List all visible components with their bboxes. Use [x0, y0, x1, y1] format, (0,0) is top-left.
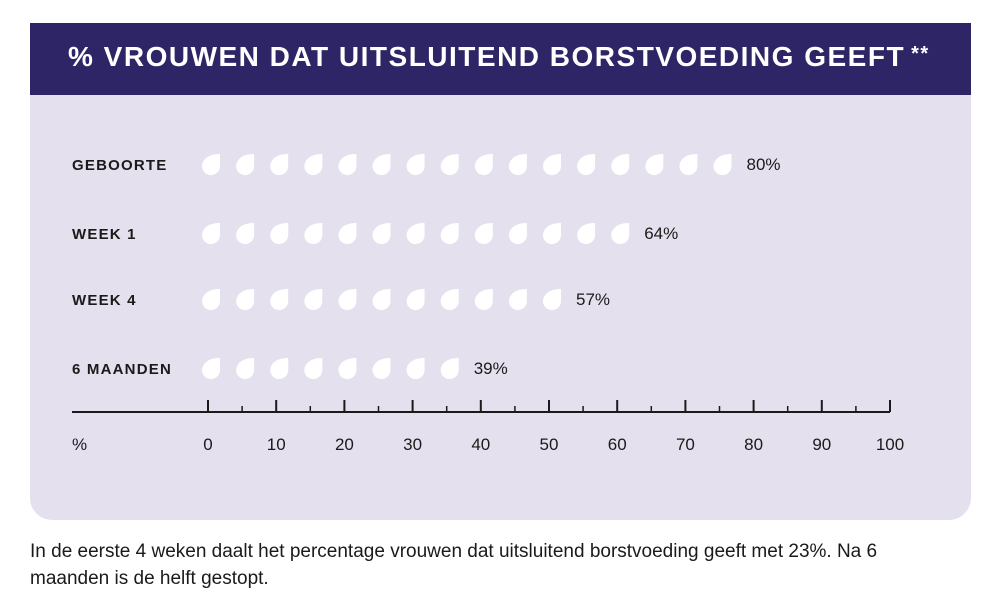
drop-icon [338, 358, 357, 380]
drop-icon [474, 223, 493, 245]
drop-icon [372, 154, 391, 176]
drop-icon [406, 358, 425, 380]
drop-icon [508, 289, 527, 311]
drop-icon [270, 223, 289, 245]
drop-icon [270, 289, 289, 311]
drop-icon [406, 154, 425, 176]
drop-icon [236, 223, 255, 245]
value-label: 64% [644, 224, 678, 243]
x-tick-label: 40 [471, 435, 490, 454]
value-label: 39% [474, 359, 508, 378]
drop-icon [713, 154, 732, 176]
drop-icon [236, 358, 255, 380]
category-label: 6 MAANDEN [72, 361, 172, 378]
drop-icon [270, 154, 289, 176]
drop-icon [508, 223, 527, 245]
category-label: GEBOORTE [72, 157, 167, 174]
drop-icon [611, 154, 630, 176]
value-label: 80% [747, 155, 781, 174]
drop-icon [338, 154, 357, 176]
drop-icon [372, 223, 391, 245]
value-label: 57% [576, 290, 610, 309]
drop-icon [543, 223, 562, 245]
drop-icon [338, 289, 357, 311]
drop-icon [508, 154, 527, 176]
drop-icon [543, 289, 562, 311]
category-label: WEEK 1 [72, 226, 137, 243]
drop-icon [440, 223, 459, 245]
drop-icon [202, 358, 221, 380]
drop-icon [406, 223, 425, 245]
drop-icon [202, 289, 221, 311]
x-tick-label: 20 [335, 435, 354, 454]
chart-panel: % VROUWEN DAT UITSLUITEND BORSTVOEDING G… [30, 23, 971, 520]
drop-icon [202, 154, 221, 176]
drop-icon [679, 154, 698, 176]
drop-icon [440, 289, 459, 311]
x-tick-label: 80 [744, 435, 763, 454]
drop-icon [236, 289, 255, 311]
drop-icon [577, 223, 596, 245]
x-tick-label: 60 [608, 435, 627, 454]
drop-icon [236, 154, 255, 176]
drop-icon [440, 154, 459, 176]
x-tick-label: 30 [403, 435, 422, 454]
drop-icon [440, 358, 459, 380]
x-tick-label: 50 [540, 435, 559, 454]
drop-chart: GEBOORTE 80% WEEK 1 64% WEEK 4 57% 6 MAANDEN 39… [72, 154, 904, 454]
drop-icon [543, 154, 562, 176]
chart-caption: In de eerste 4 weken daalt het percentag… [30, 541, 878, 589]
drop-icon [474, 289, 493, 311]
x-tick-label: 90 [812, 435, 831, 454]
x-tick-label: 100 [876, 435, 904, 454]
x-tick-label: 70 [676, 435, 695, 454]
drop-icon [577, 154, 596, 176]
drop-icon [304, 358, 323, 380]
drop-icon [304, 289, 323, 311]
drop-icon [202, 223, 221, 245]
drop-icon [372, 289, 391, 311]
drop-icon [474, 154, 493, 176]
title-footnote-marker: ** [911, 43, 930, 65]
drop-icon [304, 223, 323, 245]
drop-icon [372, 358, 391, 380]
drop-icon [338, 223, 357, 245]
x-tick-label: 0 [203, 435, 212, 454]
x-axis-label: % [72, 435, 87, 454]
chart-title: % VROUWEN DAT UITSLUITEND BORSTVOEDING G… [68, 41, 930, 72]
drop-icon [645, 154, 664, 176]
x-tick-label: 10 [267, 435, 286, 454]
drop-icon [611, 223, 630, 245]
drop-icon [304, 154, 323, 176]
chart-header: % VROUWEN DAT UITSLUITEND BORSTVOEDING G… [30, 23, 971, 95]
drop-icon [406, 289, 425, 311]
category-label: WEEK 4 [72, 292, 137, 309]
drop-icon [270, 358, 289, 380]
